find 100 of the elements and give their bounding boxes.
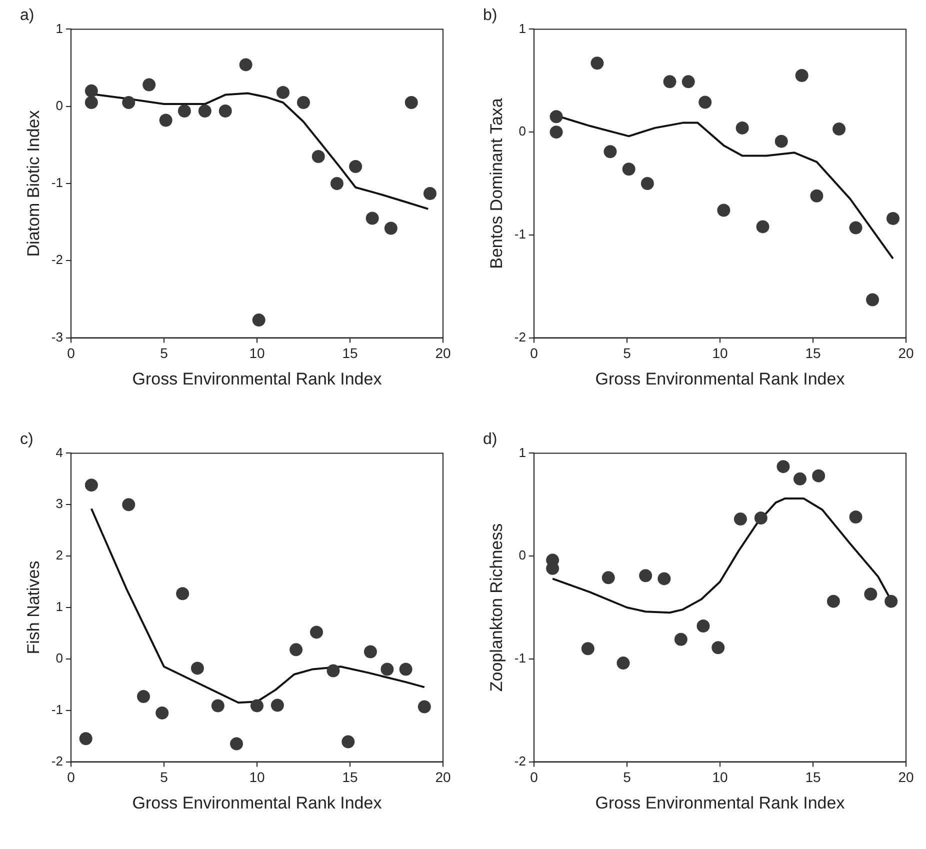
point bbox=[312, 150, 325, 163]
point bbox=[734, 512, 747, 526]
point bbox=[137, 690, 150, 703]
point bbox=[849, 221, 862, 234]
x-tick-label: 15 bbox=[805, 345, 821, 362]
point bbox=[349, 160, 362, 174]
point bbox=[696, 620, 710, 633]
x-tick-label: 10 bbox=[712, 769, 728, 786]
y-tick-label: -1 bbox=[51, 702, 63, 717]
x-tick-label: 15 bbox=[805, 769, 821, 786]
y-tick-label: 0 bbox=[56, 650, 63, 666]
point bbox=[754, 512, 768, 525]
point bbox=[682, 75, 695, 88]
y-tick-label: 0 bbox=[518, 548, 526, 563]
y-tick-label: 1 bbox=[56, 20, 63, 36]
x-tick-label: 15 bbox=[342, 345, 358, 362]
point bbox=[663, 75, 676, 88]
point bbox=[270, 698, 284, 712]
y-tick-label: 0 bbox=[518, 124, 526, 139]
point bbox=[736, 121, 749, 134]
point bbox=[423, 187, 436, 200]
point bbox=[550, 110, 563, 124]
y-tick-label: -1 bbox=[51, 175, 63, 190]
x-tick-label: 20 bbox=[898, 769, 914, 786]
point bbox=[826, 594, 840, 608]
point bbox=[812, 469, 826, 482]
point bbox=[250, 699, 264, 712]
x-tick-label: 5 bbox=[160, 345, 168, 362]
y-tick-label: -1 bbox=[514, 650, 526, 666]
y-tick-label: -2 bbox=[514, 329, 526, 344]
point bbox=[176, 587, 190, 600]
point bbox=[404, 96, 418, 109]
x-tick-label: 5 bbox=[623, 345, 632, 362]
point bbox=[864, 588, 878, 601]
x-axis-title: Gross Environmental Rank Index bbox=[132, 793, 382, 812]
y-axis-title: Zooplankton Richness bbox=[486, 523, 506, 692]
point bbox=[581, 642, 594, 656]
point bbox=[776, 460, 790, 474]
point bbox=[698, 96, 712, 109]
point bbox=[886, 212, 900, 225]
point bbox=[211, 699, 224, 712]
y-tick-label: -3 bbox=[51, 329, 63, 344]
point bbox=[296, 96, 310, 109]
point bbox=[712, 641, 725, 654]
y-tick-label: 1 bbox=[518, 20, 526, 36]
point bbox=[884, 594, 898, 608]
point bbox=[326, 664, 340, 678]
point bbox=[604, 145, 617, 158]
y-tick-label: 1 bbox=[518, 444, 526, 460]
point bbox=[640, 177, 654, 190]
point bbox=[159, 114, 172, 127]
point bbox=[793, 472, 806, 486]
chart-title: b) bbox=[483, 7, 498, 24]
x-tick-label: 10 bbox=[249, 769, 265, 786]
point bbox=[230, 737, 244, 750]
point bbox=[590, 56, 604, 70]
x-tick-label: 0 bbox=[67, 345, 76, 362]
point bbox=[122, 96, 136, 109]
y-axis-title: Diatom Biotic Index bbox=[24, 110, 43, 257]
point bbox=[252, 314, 266, 327]
point bbox=[658, 572, 671, 586]
point bbox=[276, 86, 290, 99]
chart-title: d) bbox=[483, 431, 498, 448]
chart-title: c) bbox=[20, 431, 34, 448]
y-tick-label: 0 bbox=[56, 98, 63, 113]
x-tick-label: 20 bbox=[435, 345, 451, 362]
y-axis-title: Bentos Dominant Taxa bbox=[486, 98, 506, 269]
point bbox=[622, 162, 636, 176]
x-tick-label: 15 bbox=[342, 769, 358, 786]
point bbox=[849, 510, 862, 524]
y-tick-label: 1 bbox=[56, 599, 63, 614]
y-tick-label: -1 bbox=[514, 226, 526, 242]
point bbox=[810, 189, 824, 202]
point bbox=[142, 78, 156, 92]
point bbox=[795, 68, 808, 82]
x-axis-title: Gross Environmental Rank Index bbox=[595, 369, 846, 388]
point bbox=[290, 643, 303, 656]
point bbox=[190, 662, 204, 675]
x-tick-label: 0 bbox=[67, 769, 76, 786]
point bbox=[639, 569, 652, 582]
y-tick-label: 2 bbox=[56, 548, 63, 563]
point bbox=[342, 735, 355, 748]
x-tick-label: 20 bbox=[435, 769, 451, 786]
point bbox=[366, 212, 379, 225]
point bbox=[364, 645, 377, 658]
chart-title: a) bbox=[20, 7, 34, 24]
point bbox=[756, 220, 770, 234]
point bbox=[380, 662, 394, 676]
point bbox=[218, 104, 232, 118]
point bbox=[399, 662, 412, 676]
point bbox=[84, 96, 98, 109]
x-tick-label: 20 bbox=[898, 345, 914, 362]
point bbox=[550, 126, 563, 139]
x-axis-title: Gross Environmental Rank Index bbox=[132, 369, 382, 388]
point bbox=[832, 122, 846, 136]
y-tick-label: -2 bbox=[51, 753, 63, 768]
y-axis-title: Fish Natives bbox=[24, 560, 43, 654]
point bbox=[674, 632, 688, 646]
point bbox=[156, 706, 169, 720]
point bbox=[239, 58, 252, 72]
